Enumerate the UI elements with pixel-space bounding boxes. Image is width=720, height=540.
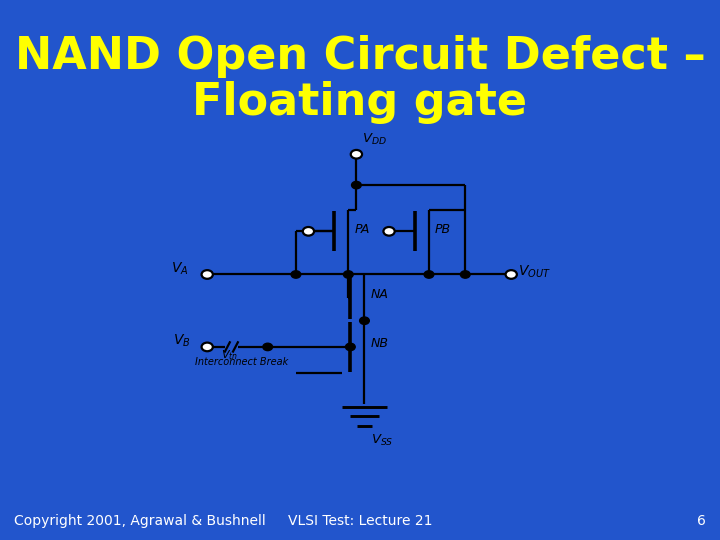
Circle shape xyxy=(460,271,470,278)
Text: $V_{tn}$: $V_{tn}$ xyxy=(221,348,238,361)
Text: $V_{DD}$: $V_{DD}$ xyxy=(362,131,387,146)
Circle shape xyxy=(346,343,355,350)
Text: NA: NA xyxy=(371,288,388,301)
Text: $V_{OUT}$: $V_{OUT}$ xyxy=(518,263,552,280)
Text: 6: 6 xyxy=(697,514,706,528)
Text: Floating gate: Floating gate xyxy=(192,81,528,124)
Circle shape xyxy=(351,150,362,159)
Text: $V_{SS}$: $V_{SS}$ xyxy=(371,433,393,448)
Text: $V_B$: $V_B$ xyxy=(173,333,191,349)
Circle shape xyxy=(263,343,273,350)
Circle shape xyxy=(351,181,361,189)
Text: VLSI Test: Lecture 21: VLSI Test: Lecture 21 xyxy=(288,514,432,528)
Text: Interconnect Break: Interconnect Break xyxy=(195,357,289,367)
Text: PA: PA xyxy=(354,223,370,237)
Circle shape xyxy=(202,270,213,279)
Text: PB: PB xyxy=(435,223,451,237)
Circle shape xyxy=(505,270,517,279)
Circle shape xyxy=(303,227,314,235)
Circle shape xyxy=(202,342,213,351)
Text: $V_A$: $V_A$ xyxy=(171,260,189,276)
Circle shape xyxy=(424,271,434,278)
Text: Copyright 2001, Agrawal & Bushnell: Copyright 2001, Agrawal & Bushnell xyxy=(14,514,266,528)
Circle shape xyxy=(291,271,301,278)
Circle shape xyxy=(359,317,369,325)
Circle shape xyxy=(384,227,395,235)
Circle shape xyxy=(343,271,354,278)
Text: NB: NB xyxy=(371,338,389,350)
Text: NAND Open Circuit Defect –: NAND Open Circuit Defect – xyxy=(14,35,706,78)
